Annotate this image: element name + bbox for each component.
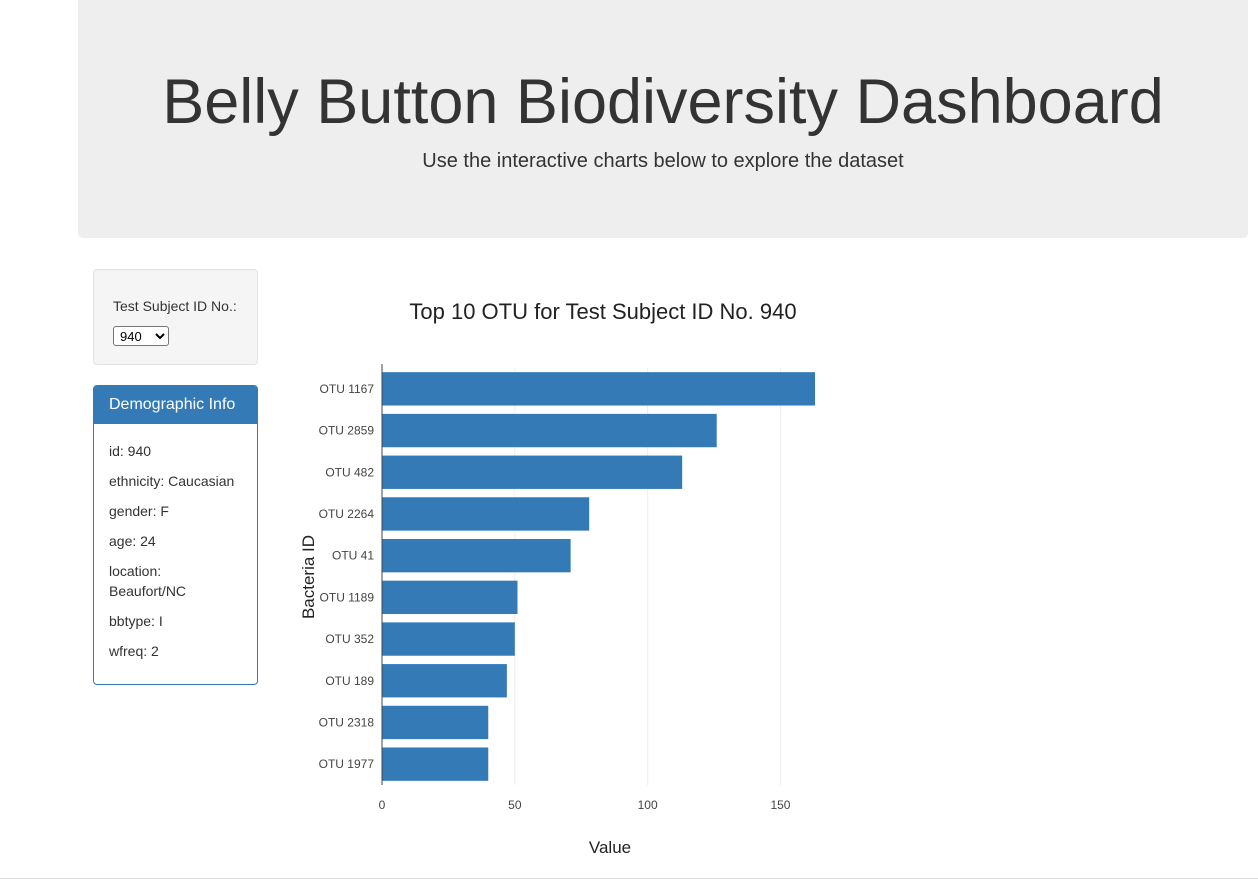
demographic-row-wfreq: wfreq: 2 bbox=[109, 643, 159, 659]
chart-y-tick-label: OTU 482 bbox=[325, 465, 374, 479]
header-jumbotron: Belly Button Biodiversity Dashboard Use … bbox=[78, 0, 1248, 238]
demographic-row-ethnicity: ethnicity: Caucasian bbox=[109, 473, 235, 489]
otu-bar-chart[interactable]: OTU 1167 OTU 2859 OTU 482 OTU 2264 OTU 41 OTU… bbox=[290, 285, 850, 865]
demographic-info-body: id: 940 ethnicity: Caucasian gender: F a… bbox=[94, 424, 257, 661]
chart-title: Top 10 OTU for Test Subject ID No. 940 bbox=[409, 299, 796, 324]
chart-y-axis-label: Bacteria ID bbox=[299, 535, 318, 619]
chart-x-tick-label: 0 bbox=[379, 798, 386, 812]
subject-id-select[interactable]: 940 bbox=[113, 326, 169, 346]
chart-y-tick-label: OTU 41 bbox=[332, 549, 374, 563]
chart-y-tick-label: OTU 1977 bbox=[319, 757, 375, 771]
chart-bar[interactable] bbox=[382, 664, 507, 698]
demographic-row-location: location: Beaufort/NC bbox=[109, 563, 187, 599]
demographic-row-bbtype: bbtype: I bbox=[109, 613, 163, 629]
chart-x-tick-label: 50 bbox=[508, 798, 522, 812]
chart-x-tick-label: 150 bbox=[770, 798, 790, 812]
subject-selector-label: Test Subject ID No.: bbox=[113, 298, 237, 314]
chart-bar[interactable] bbox=[382, 372, 815, 406]
demographic-row-age: age: 24 bbox=[109, 533, 156, 549]
chart-y-tick-label: OTU 189 bbox=[325, 674, 374, 688]
chart-y-tick-label: OTU 352 bbox=[325, 632, 374, 646]
page-bottom-divider bbox=[0, 878, 1258, 879]
chart-y-tick-label: OTU 2318 bbox=[319, 715, 375, 729]
demographic-info-heading: Demographic Info bbox=[94, 386, 257, 424]
page-subtitle: Use the interactive charts below to expl… bbox=[422, 150, 904, 172]
chart-bar[interactable] bbox=[382, 580, 518, 615]
subject-selector-panel: Test Subject ID No.: 940 bbox=[93, 269, 258, 365]
otu-bar-chart-svg[interactable]: OTU 1167 OTU 2859 OTU 482 OTU 2264 OTU 41 OTU… bbox=[290, 285, 850, 865]
demographic-info-panel: Demographic Info id: 940 ethnicity: Cauc… bbox=[93, 385, 258, 685]
chart-x-axis-label: Value bbox=[589, 838, 631, 857]
demographic-row-id: id: 940 bbox=[109, 443, 152, 459]
chart-y-tick-label: OTU 2264 bbox=[319, 507, 375, 521]
chart-bar[interactable] bbox=[382, 747, 489, 781]
chart-y-tick-label: OTU 1189 bbox=[320, 590, 375, 604]
chart-y-tick-label: OTU 1167 bbox=[320, 382, 375, 396]
demographic-row-gender: gender: F bbox=[109, 503, 169, 519]
chart-bar[interactable] bbox=[382, 497, 590, 531]
chart-y-tick-label: OTU 2859 bbox=[319, 424, 375, 438]
chart-bar[interactable] bbox=[382, 538, 571, 573]
chart-bar[interactable] bbox=[382, 455, 683, 489]
chart-bar[interactable] bbox=[382, 413, 717, 448]
chart-bar[interactable] bbox=[382, 622, 515, 656]
chart-x-tick-label: 100 bbox=[638, 798, 658, 812]
chart-bar[interactable] bbox=[382, 705, 489, 740]
page-title: Belly Button Biodiversity Dashboard bbox=[162, 67, 1164, 137]
